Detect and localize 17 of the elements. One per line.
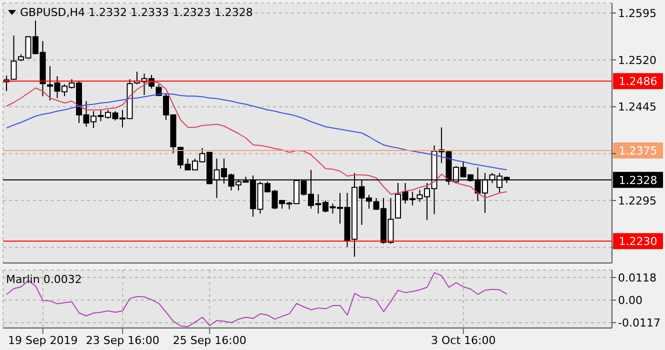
x-tick-label: 3 Oct 16:00 bbox=[431, 334, 496, 347]
y-tick-label: -0.0117 bbox=[618, 316, 660, 330]
x-tick-label: 19 Sep 2019 bbox=[8, 334, 78, 347]
y-tick-label: 1.2295 bbox=[618, 194, 656, 208]
ref-line-label: 1.2486 bbox=[618, 75, 658, 88]
ref-line-label: 1.2328 bbox=[618, 174, 658, 187]
ref-line-label: 1.2375 bbox=[618, 144, 658, 158]
x-tick-label: 25 Sep 16:00 bbox=[172, 334, 246, 347]
y-tick-label: 0.0118 bbox=[618, 271, 656, 284]
ref-line-label: 1.2230 bbox=[618, 235, 658, 248]
y-tick-label: 0.00 bbox=[618, 294, 642, 308]
chart-title: Marlin 0.0032 bbox=[6, 273, 82, 286]
chart-title: GBPUSD,H4 1.2332 1.2333 1.2323 1.2328 bbox=[20, 6, 253, 19]
y-tick-label: 1.2445 bbox=[618, 100, 656, 114]
y-tick-label: 1.2520 bbox=[618, 54, 656, 67]
y-tick-label: 1.2595 bbox=[618, 6, 656, 20]
x-tick-label: 23 Sep 16:00 bbox=[86, 334, 160, 347]
